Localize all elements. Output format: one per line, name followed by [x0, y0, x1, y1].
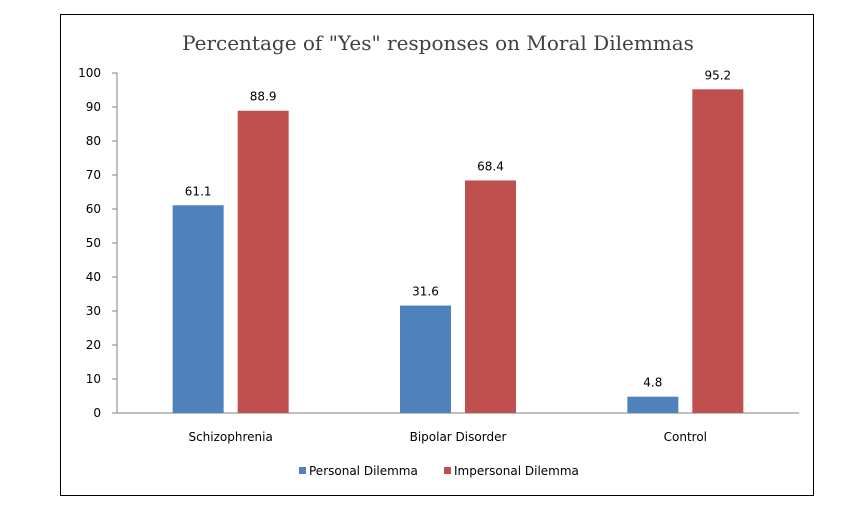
- y-tick-label: 50: [86, 236, 101, 250]
- bar: [627, 396, 679, 413]
- bar: [237, 110, 289, 414]
- x-category-label: Bipolar Disorder: [410, 430, 507, 444]
- data-label: 61.1: [185, 184, 212, 198]
- bar: [465, 180, 516, 413]
- y-tick-label: 90: [86, 100, 101, 114]
- y-tick-label: 30: [86, 304, 101, 318]
- chart-frame: Percentage of "Yes" responses on Moral D…: [60, 14, 814, 496]
- bars: [172, 89, 744, 414]
- legend: Personal Dilemma Impersonal Dilemma: [299, 464, 579, 478]
- axes: 0 10 20 30 40 50 60 70 80 90 100 Schizophrenia Bipol…: [78, 66, 799, 444]
- y-tick-label: 60: [86, 202, 101, 216]
- y-tick-label: 10: [86, 372, 101, 386]
- data-label: 88.9: [250, 90, 277, 104]
- y-tick-label: 100: [78, 66, 101, 80]
- data-labels: 61.1 88.9 31.6 68.4 4.8 95.2: [185, 68, 731, 389]
- bar: [692, 89, 744, 413]
- y-tick-label: 0: [93, 406, 101, 420]
- data-label: 68.4: [477, 159, 504, 173]
- bar: [172, 205, 224, 413]
- y-tick-label: 70: [86, 168, 101, 182]
- x-category-label: Schizophrenia: [188, 430, 272, 444]
- legend-label: Personal Dilemma: [309, 464, 418, 478]
- y-tick-label: 80: [86, 134, 101, 148]
- chart-title: Percentage of "Yes" responses on Moral D…: [182, 31, 694, 55]
- legend-swatch: [444, 467, 451, 474]
- x-category-label: Control: [664, 430, 707, 444]
- y-tick-label: 20: [86, 338, 101, 352]
- y-tick-label: 40: [86, 270, 101, 284]
- legend-swatch: [299, 467, 306, 474]
- data-label: 31.6: [412, 285, 439, 299]
- data-label: 4.8: [643, 376, 662, 390]
- legend-label: Impersonal Dilemma: [454, 464, 579, 478]
- data-label: 95.2: [704, 68, 731, 82]
- bar: [400, 305, 451, 413]
- bar-chart: Percentage of "Yes" responses on Moral D…: [78, 31, 799, 478]
